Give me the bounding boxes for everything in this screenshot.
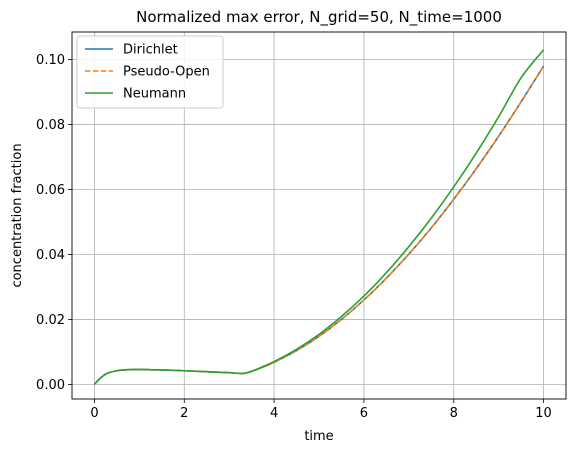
legend-label-neumann: Neumann: [123, 87, 186, 102]
legend-label-pseudo-open: Pseudo-Open: [123, 65, 210, 80]
series-line-pseudo-open: [93, 65, 545, 385]
y-tick-label: 0.04: [36, 248, 65, 263]
x-tick-label: 4: [270, 406, 278, 421]
x-tick-label: 8: [450, 406, 458, 421]
chart-title: Normalized max error, N_grid=50, N_time=…: [136, 8, 502, 27]
legend-box: [76, 35, 224, 109]
x-tick-label: 2: [180, 406, 188, 421]
y-tick-label: 0.10: [36, 53, 65, 68]
ticks-layer: 0 2 4 6 8 10 0.00 0.02 0.04 0.06 0.08 0.10: [36, 53, 552, 421]
legend: Dirichlet Pseudo-Open Neumann: [76, 35, 224, 109]
x-tick-label: 6: [360, 406, 368, 421]
plot-frame: [71, 31, 567, 400]
x-tick-label: 10: [535, 406, 552, 421]
series-layer: [93, 49, 545, 385]
y-tick-label: 0.06: [36, 183, 65, 198]
y-axis-label: concentration fraction: [10, 143, 25, 287]
y-tick-label: 0.08: [36, 118, 65, 133]
series-line-neumann: [93, 49, 545, 385]
legend-label-dirichlet: Dirichlet: [123, 43, 178, 58]
y-tick-label: 0.00: [36, 378, 65, 393]
x-axis-label: time: [304, 429, 333, 444]
x-tick-label: 0: [90, 406, 98, 421]
y-tick-label: 0.02: [36, 313, 65, 328]
